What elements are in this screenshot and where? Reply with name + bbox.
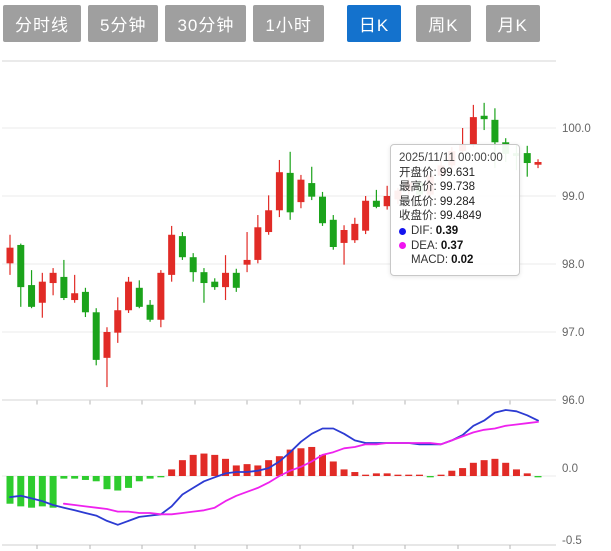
price-axis-label: 98.0 xyxy=(562,259,584,271)
tab-5min[interactable]: 5分钟 xyxy=(88,5,159,42)
price-axis-label: 99.0 xyxy=(562,191,584,203)
tab-30min[interactable]: 30分钟 xyxy=(165,5,247,42)
tooltip-dea-row: DEA: 0.37 xyxy=(399,239,511,254)
price-axis-label: 97.0 xyxy=(562,327,584,339)
macd-axis-label: 0.0 xyxy=(562,463,578,475)
tab-weekly-k[interactable]: 周K xyxy=(416,5,471,42)
tooltip-open-row: 开盘价: 99.631 xyxy=(399,166,476,179)
tooltip-close-row: 收盘价: 99.4849 xyxy=(399,210,482,223)
dif-dot-icon xyxy=(399,227,406,235)
interval-tabbar: 分时线 5分钟 30分钟 1小时 日K 周K 月K xyxy=(3,5,540,42)
tooltip-date: 2025/11/11 00:00:00 xyxy=(399,152,503,164)
macd-histogram xyxy=(6,446,542,508)
macd-axis-label: -0.5 xyxy=(562,535,582,547)
tooltip-macd-row: MACD: 0.02 xyxy=(411,254,474,267)
tab-timeline[interactable]: 分时线 xyxy=(3,5,81,42)
tooltip-dif-row: DIF: 0.39 xyxy=(399,224,511,239)
tab-daily-k[interactable]: 日K xyxy=(346,5,402,42)
tooltip-low-row: 最低价: 99.284 xyxy=(399,195,476,208)
price-axis-label: 100.0 xyxy=(562,123,591,135)
tooltip-high-row: 最高价: 99.738 xyxy=(399,181,476,194)
axis-labels: 100.0 99.0 98.0 97.0 96.0 0.0 -0.5 xyxy=(562,123,591,547)
macd-lines xyxy=(9,409,539,526)
price-axis-label: 96.0 xyxy=(562,395,584,407)
chart-tooltip: 2025/11/11 00:00:00 开盘价: 99.631 最高价: 99.… xyxy=(390,144,520,276)
candles xyxy=(6,102,542,388)
dea-dot-icon xyxy=(399,242,406,250)
tab-1hour[interactable]: 1小时 xyxy=(253,5,324,42)
tab-monthly-k[interactable]: 月K xyxy=(485,5,540,42)
